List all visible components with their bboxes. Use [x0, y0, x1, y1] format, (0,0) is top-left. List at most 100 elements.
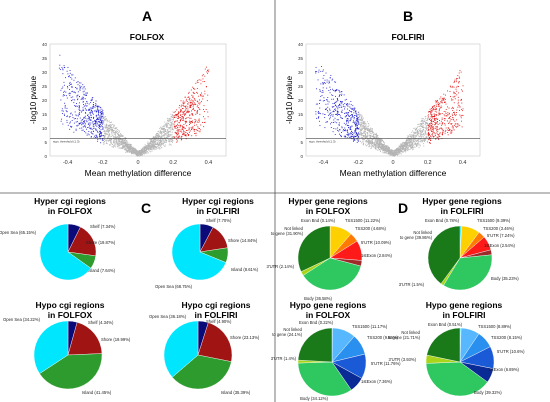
data-point — [82, 101, 84, 102]
data-point — [69, 115, 71, 117]
data-point — [118, 139, 120, 141]
data-point — [70, 112, 72, 114]
data-point — [181, 138, 183, 140]
data-point — [169, 125, 171, 127]
slice-label: Open Sea (68.75%) — [155, 284, 193, 289]
data-point — [160, 132, 162, 134]
data-point — [195, 133, 197, 135]
data-point — [433, 127, 435, 129]
data-point — [73, 91, 75, 93]
data-point — [450, 123, 452, 125]
data-point — [443, 99, 445, 101]
data-point — [107, 127, 109, 129]
data-point — [71, 86, 72, 88]
data-point — [127, 146, 129, 148]
data-point — [339, 94, 341, 95]
data-point — [461, 114, 463, 116]
data-point — [62, 68, 64, 70]
data-point — [98, 126, 100, 128]
data-point — [163, 128, 165, 130]
data-point — [419, 131, 421, 133]
data-point — [352, 108, 354, 110]
data-point — [98, 114, 99, 116]
data-point — [189, 105, 191, 107]
data-point — [429, 111, 431, 113]
data-point — [425, 122, 427, 124]
data-point — [458, 82, 459, 84]
data-point — [439, 108, 440, 110]
data-point — [180, 129, 182, 131]
data-point — [193, 92, 195, 94]
data-point — [152, 143, 154, 145]
data-point — [358, 134, 360, 136]
data-point — [192, 108, 194, 110]
data-point — [93, 110, 95, 112]
data-point — [444, 118, 446, 120]
data-point — [353, 120, 354, 122]
data-point — [122, 135, 124, 137]
data-point — [179, 131, 181, 132]
data-point — [99, 121, 100, 123]
data-point — [128, 148, 130, 150]
data-point — [191, 102, 193, 104]
data-point — [347, 105, 349, 107]
data-point — [410, 146, 412, 147]
pie-slice — [297, 225, 331, 272]
data-point — [63, 94, 65, 96]
data-point — [193, 104, 195, 106]
data-point — [393, 153, 395, 155]
data-point — [455, 81, 457, 83]
data-point — [412, 144, 414, 146]
data-point — [452, 96, 454, 98]
data-point — [142, 151, 143, 153]
data-point — [457, 124, 459, 126]
data-point — [405, 145, 407, 147]
data-point — [427, 119, 429, 120]
data-point — [355, 124, 357, 126]
data-point — [111, 124, 112, 126]
data-point — [82, 98, 84, 100]
x-tick-label: -0.4 — [63, 160, 72, 166]
data-point — [358, 123, 359, 125]
data-point — [419, 128, 421, 130]
y-tick-label: 35 — [42, 56, 48, 61]
data-point — [434, 135, 436, 136]
data-point — [98, 113, 99, 115]
data-point — [76, 121, 78, 123]
data-point — [96, 134, 98, 136]
data-point — [324, 116, 326, 118]
data-point — [332, 95, 334, 97]
data-point — [144, 151, 146, 153]
data-point — [203, 105, 205, 107]
data-point — [203, 116, 204, 118]
data-point — [189, 115, 191, 117]
data-point — [393, 155, 395, 157]
data-point — [396, 148, 397, 150]
data-point — [322, 70, 324, 72]
data-point — [172, 137, 174, 139]
data-point — [89, 107, 91, 109]
data-point — [178, 117, 180, 119]
data-point — [184, 118, 186, 120]
data-point — [139, 151, 141, 153]
data-point — [96, 114, 98, 116]
data-point — [169, 124, 171, 125]
data-point — [116, 140, 118, 142]
data-point — [452, 85, 454, 87]
data-point — [184, 96, 186, 98]
data-point — [375, 144, 377, 146]
data-point — [374, 148, 376, 150]
data-point — [325, 121, 327, 123]
data-point — [410, 146, 412, 148]
slice-label: TSS200 (3.46%) — [483, 226, 515, 231]
data-point — [150, 141, 152, 143]
data-point — [185, 138, 187, 140]
data-point — [321, 94, 323, 96]
data-point — [64, 90, 66, 92]
data-point — [141, 149, 143, 151]
data-point — [100, 126, 101, 128]
data-point — [361, 123, 363, 125]
data-point — [345, 130, 347, 132]
data-point — [132, 152, 134, 154]
data-point — [433, 129, 435, 131]
